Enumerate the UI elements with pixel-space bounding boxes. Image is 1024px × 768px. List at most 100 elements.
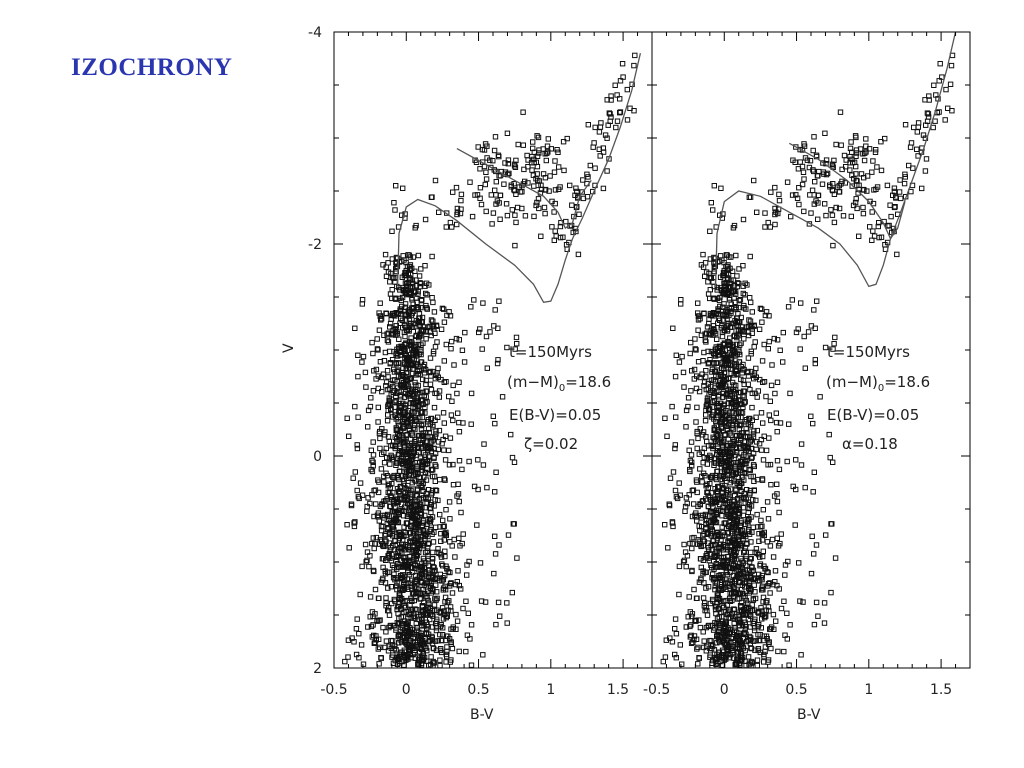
star-point [673, 494, 680, 500]
star-point [545, 149, 551, 155]
star-point [531, 213, 537, 220]
star-point [412, 478, 419, 484]
star-point [922, 97, 928, 103]
star-point [542, 210, 548, 217]
star-point [713, 661, 719, 667]
star-point [700, 543, 706, 549]
star-point [417, 510, 424, 517]
star-point [602, 132, 609, 138]
star-point [382, 349, 389, 356]
star-point [691, 633, 698, 639]
star-point [876, 234, 882, 241]
star-point [387, 279, 393, 285]
star-point [389, 256, 396, 262]
star-point [401, 481, 407, 487]
star-point [394, 255, 401, 262]
star-point [443, 379, 449, 385]
star-point [430, 645, 437, 651]
star-point [475, 457, 481, 463]
star-point [380, 564, 386, 571]
star-point [413, 222, 419, 229]
star-point [712, 519, 719, 525]
star-point [446, 447, 452, 454]
star-point [746, 466, 752, 473]
star-point [552, 200, 558, 207]
star-point [852, 133, 859, 139]
star-point [884, 182, 891, 189]
star-point [772, 390, 778, 397]
star-point [549, 224, 555, 230]
star-point [688, 622, 694, 628]
star-point [665, 545, 671, 551]
star-point [747, 253, 753, 260]
star-point [430, 555, 436, 562]
star-point [513, 219, 519, 226]
star-point [734, 315, 740, 321]
star-point [753, 414, 759, 421]
star-point [874, 164, 880, 170]
star-point [368, 447, 375, 454]
star-point [701, 349, 707, 356]
star-point [443, 507, 449, 513]
star-point [456, 379, 462, 386]
star-point [387, 623, 393, 629]
star-point [362, 541, 369, 548]
star-point [676, 359, 683, 365]
star-point [439, 578, 445, 584]
star-point [793, 329, 800, 336]
star-point [820, 160, 826, 166]
star-point [811, 469, 817, 476]
star-point [774, 379, 781, 386]
star-point [503, 201, 510, 207]
star-point [714, 468, 720, 475]
star-point [387, 530, 393, 536]
star-point [869, 209, 875, 215]
star-point [419, 398, 425, 404]
star-point [354, 616, 360, 622]
star-point [453, 335, 460, 342]
star-point [697, 426, 703, 432]
star-point [459, 347, 466, 354]
star-point [378, 316, 385, 322]
star-point [915, 153, 921, 159]
star-point [718, 185, 724, 192]
star-point [389, 642, 396, 648]
star-point [731, 556, 738, 562]
star-point [484, 484, 490, 491]
star-point [435, 546, 441, 552]
star-point [383, 600, 389, 606]
star-point [412, 268, 418, 275]
star-point [400, 253, 406, 259]
star-point [734, 629, 740, 635]
star-point [759, 523, 765, 529]
star-point [435, 638, 441, 644]
star-point [715, 649, 722, 655]
star-point [667, 475, 674, 481]
star-point [709, 508, 715, 515]
star-point [754, 511, 760, 518]
star-point [424, 647, 430, 654]
star-point [749, 309, 755, 315]
star-point [407, 611, 413, 617]
star-point [808, 413, 814, 420]
star-point [393, 499, 400, 506]
star-point [728, 486, 734, 492]
star-point [738, 540, 744, 547]
star-point [397, 306, 404, 312]
star-point [759, 616, 765, 622]
star-point [422, 549, 429, 556]
star-point [792, 159, 798, 166]
star-point [748, 351, 754, 357]
star-point [410, 366, 416, 372]
star-point [511, 459, 518, 466]
star-point [440, 410, 447, 416]
star-point [367, 500, 373, 507]
star-point [380, 524, 386, 530]
star-point [418, 397, 424, 403]
star-point [391, 200, 397, 206]
star-point [354, 442, 360, 448]
star-point [721, 369, 728, 376]
star-point [409, 277, 416, 283]
star-point [388, 584, 395, 590]
star-point [720, 304, 726, 311]
